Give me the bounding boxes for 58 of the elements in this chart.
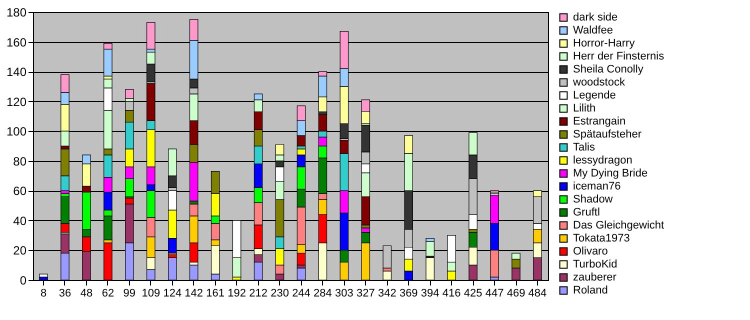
x-tick-label: 416 bbox=[442, 288, 461, 300]
y-tick-label: 40 bbox=[13, 214, 27, 228]
y-tick-label: 120 bbox=[6, 94, 27, 109]
legend-label: Lilith bbox=[573, 102, 596, 114]
bar bbox=[39, 274, 48, 278]
legend-label: My Dying Bride bbox=[573, 168, 648, 180]
bar bbox=[125, 89, 134, 99]
x-tick-label: 394 bbox=[420, 288, 440, 300]
x-tick-label: 212 bbox=[249, 288, 268, 300]
x-tick-label: 99 bbox=[123, 288, 136, 300]
x-tick-label: 124 bbox=[163, 288, 182, 300]
legend-label: Sheila Conolly bbox=[573, 64, 644, 76]
x-tick-label: 48 bbox=[80, 288, 93, 300]
x-tick-label: 142 bbox=[184, 288, 204, 300]
legend-label: Shadow bbox=[573, 194, 613, 206]
legend-label: Gruftl bbox=[573, 206, 600, 218]
x-tick-label: 425 bbox=[464, 288, 482, 300]
x-tick-label: 230 bbox=[270, 288, 289, 300]
x-tick-label: 327 bbox=[356, 288, 375, 300]
x-tick-label: 484 bbox=[528, 288, 547, 300]
y-tick-label: 80 bbox=[13, 154, 27, 168]
legend-label: woodstock bbox=[572, 76, 626, 88]
x-tick-label: 8 bbox=[40, 288, 47, 300]
y-tick-label: 180 bbox=[6, 6, 27, 20]
y-tick-label: 100 bbox=[6, 124, 27, 139]
x-tick-label: 36 bbox=[58, 288, 72, 300]
x-tick-label: 161 bbox=[206, 288, 225, 300]
legend-label: Roland bbox=[573, 284, 608, 296]
y-tick-label: 140 bbox=[6, 65, 27, 80]
legend-label: Das Gleichgewicht bbox=[573, 220, 664, 232]
legend-label: Olivaro bbox=[573, 246, 608, 258]
legend-label: Talis bbox=[573, 142, 596, 154]
y-tick-label: 60 bbox=[13, 184, 27, 198]
y-tick-label: 160 bbox=[6, 35, 27, 50]
legend-label: Tokata1973 bbox=[573, 232, 630, 244]
x-tick-label: 192 bbox=[228, 288, 246, 300]
legend-label: Herr der Finsternis bbox=[573, 50, 665, 62]
x-tick-label: 109 bbox=[142, 288, 160, 300]
x-tick-label: 447 bbox=[485, 288, 504, 300]
legend-label: Waldfee bbox=[573, 24, 613, 36]
x-tick-label: 244 bbox=[292, 288, 310, 300]
legend-label: lessydragon bbox=[573, 154, 632, 166]
x-tick-label: 284 bbox=[314, 288, 332, 300]
legend-label: Estrangain bbox=[573, 116, 626, 128]
x-tick-label: 342 bbox=[378, 288, 396, 300]
legend-label: iceman76 bbox=[573, 180, 621, 192]
legend-label: zauberer bbox=[573, 272, 617, 284]
y-tick-label: 20 bbox=[13, 244, 27, 258]
legend-label: Legende bbox=[573, 90, 616, 102]
legend-label: dark side bbox=[573, 12, 618, 24]
x-tick-label: 469 bbox=[506, 288, 526, 300]
legend-label: Horror-Harry bbox=[573, 38, 636, 50]
legend-label: Spätaufsteher bbox=[573, 128, 642, 140]
x-tick-label: 303 bbox=[335, 288, 354, 300]
y-tick-label: 0 bbox=[20, 274, 27, 288]
x-tick-label: 369 bbox=[399, 288, 418, 300]
x-tick-label: 62 bbox=[102, 288, 114, 300]
legend-label: TurboKid bbox=[573, 258, 618, 270]
